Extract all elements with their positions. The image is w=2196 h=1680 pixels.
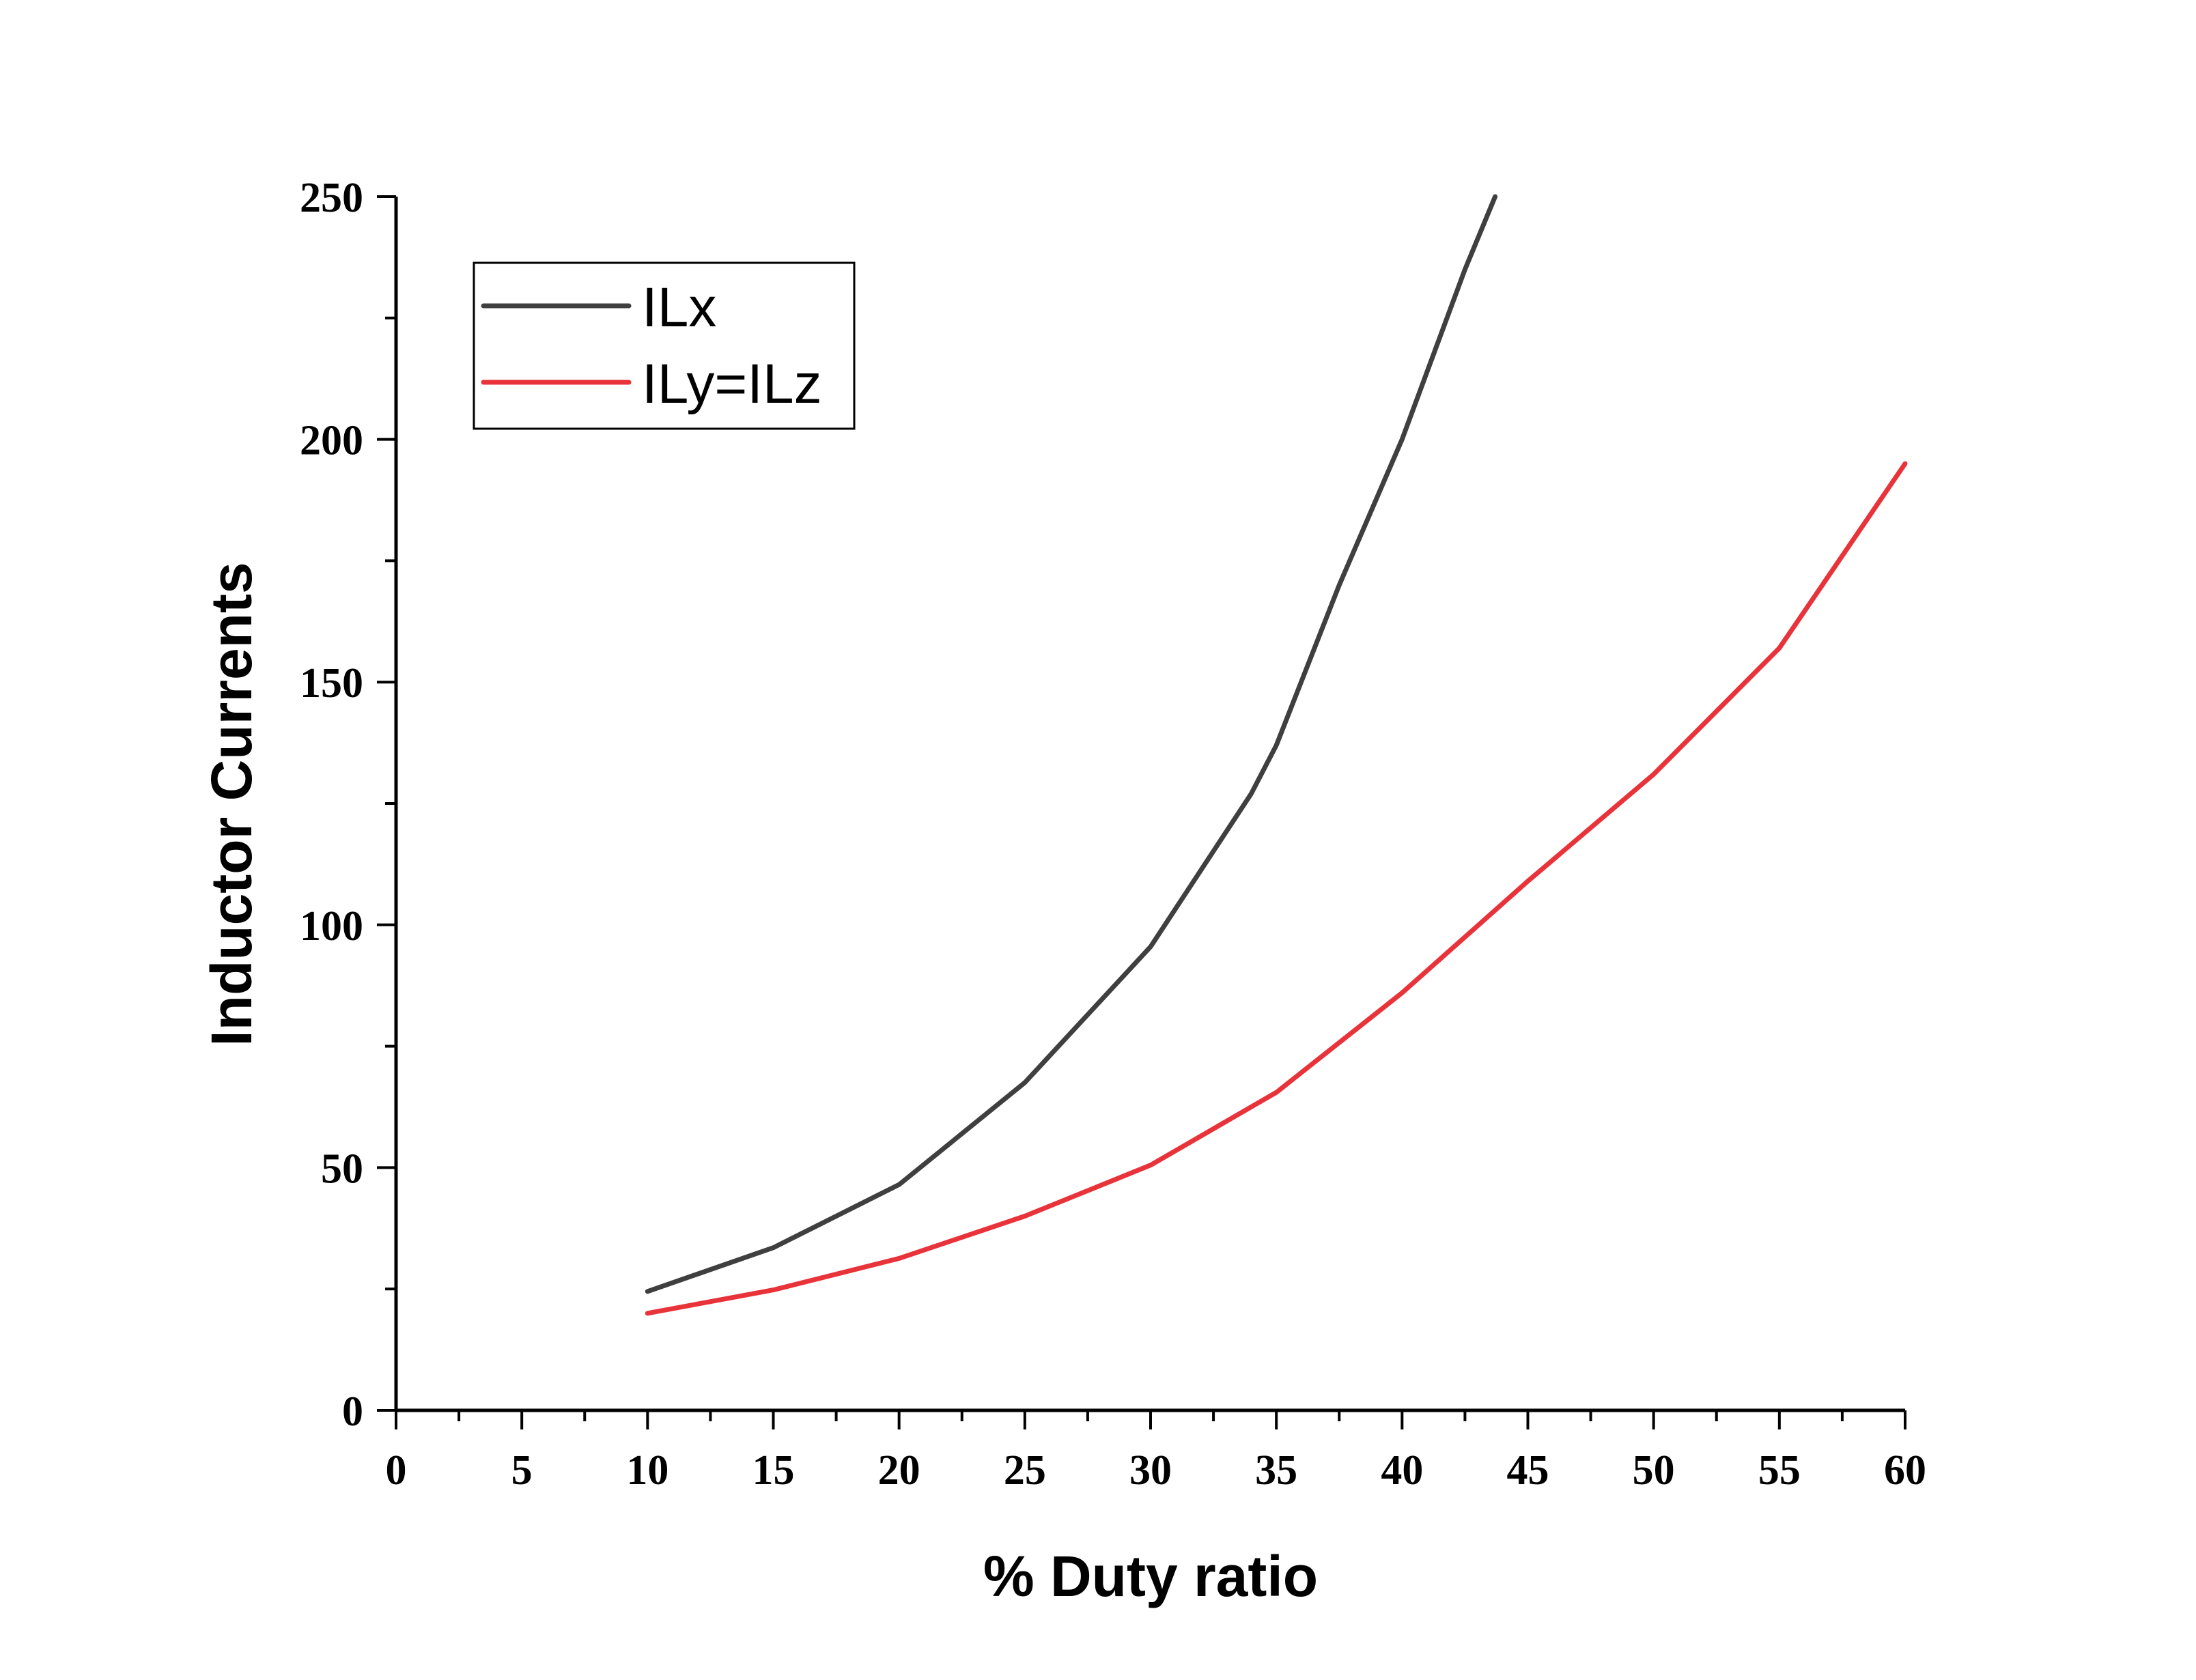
legend-label-ily-ilz: ILy=ILz [642, 353, 822, 415]
x-tick-label: 25 [1004, 1447, 1046, 1494]
x-tick-label: 50 [1633, 1447, 1675, 1494]
series-line-ilx [645, 194, 1498, 1294]
y-tick-label: 100 [300, 903, 363, 950]
y-tick-label: 200 [300, 418, 363, 464]
x-tick-label: 10 [626, 1447, 668, 1494]
x-tick-label: 35 [1255, 1447, 1297, 1494]
x-axis-ticks: 0 5 10 15 20 25 30 35 40 45 50 55 60 [386, 1410, 1926, 1494]
y-tick-label: 50 [321, 1145, 363, 1192]
x-tick-label: 55 [1758, 1447, 1801, 1494]
x-tick-label: 0 [386, 1447, 407, 1494]
series-line-ily-ilz [645, 461, 1908, 1316]
x-tick-label: 20 [878, 1447, 920, 1494]
y-tick-label: 0 [342, 1389, 363, 1435]
series-lines [645, 194, 1908, 1316]
x-tick-label: 45 [1507, 1447, 1549, 1494]
x-axis-title: % Duty ratio [983, 1544, 1318, 1608]
x-tick-label: 60 [1884, 1447, 1926, 1494]
x-tick-label: 40 [1381, 1447, 1423, 1494]
x-tick-label: 30 [1129, 1447, 1172, 1494]
x-tick-label: 5 [511, 1447, 533, 1494]
legend-box [473, 261, 856, 430]
y-axis-ticks: 0 50 100 150 200 250 [300, 175, 396, 1435]
legend-label-ilx: ILx [642, 276, 716, 339]
x-tick-label: 15 [752, 1447, 795, 1494]
y-tick-label: 250 [300, 175, 363, 221]
legend: ILx ILy=ILz [473, 261, 856, 430]
y-tick-label: 150 [300, 660, 363, 707]
y-axis-title: Inductor Currents [199, 562, 264, 1046]
